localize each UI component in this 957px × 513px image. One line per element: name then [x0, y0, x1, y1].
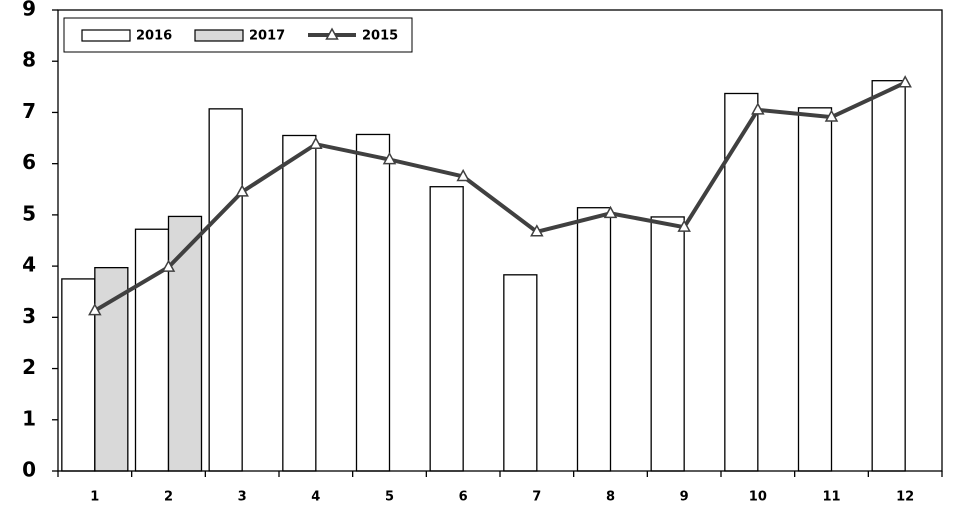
y-tick-label: 3 [22, 304, 36, 328]
y-tick-label: 4 [22, 253, 36, 277]
line-marker [161, 259, 176, 272]
bar [208, 108, 243, 472]
line-marker [382, 152, 397, 165]
x-tick-label: 11 [822, 490, 840, 505]
y-tick-label: 0 [22, 458, 36, 482]
y-tick-label: 9 [22, 0, 36, 21]
y-tick-label: 6 [22, 150, 36, 174]
y-tick-label: 5 [22, 201, 36, 225]
x-tick-label: 7 [532, 490, 541, 505]
x-tick-label: 1 [90, 490, 99, 505]
line-marker [603, 205, 618, 219]
y-tick-label: 7 [22, 99, 36, 123]
bar [429, 186, 464, 472]
x-tick-label: 12 [896, 490, 914, 505]
legend-marker [325, 27, 339, 40]
bar [282, 134, 317, 472]
bar [167, 215, 203, 472]
legend-swatch [194, 29, 244, 42]
x-tick-label: 5 [385, 490, 394, 505]
bar [576, 207, 612, 472]
x-tick-label: 6 [459, 490, 468, 505]
line-marker [824, 109, 839, 122]
line-series [93, 80, 907, 313]
x-tick-label: 4 [311, 490, 320, 505]
line-marker [530, 224, 544, 237]
line-marker [751, 102, 765, 115]
legend-label: 2017 [249, 29, 285, 44]
bar [355, 133, 391, 472]
legend-swatch [81, 29, 131, 42]
x-tick-label: 8 [606, 490, 615, 505]
bar [503, 274, 538, 472]
bar [650, 216, 685, 472]
line-marker [309, 136, 323, 149]
line-marker [677, 219, 691, 232]
y-tick-label: 1 [22, 406, 36, 430]
line-marker [898, 75, 912, 88]
y-tick-label: 2 [22, 355, 36, 379]
bar [797, 107, 833, 472]
x-tick-label: 3 [238, 490, 247, 505]
line-marker [235, 184, 249, 197]
x-tick-label: 2 [164, 490, 173, 505]
bar [134, 228, 170, 472]
legend-label: 2016 [136, 29, 172, 44]
y-tick-label: 8 [22, 48, 36, 72]
bar [724, 92, 759, 472]
x-tick-label: 10 [749, 490, 767, 505]
bar [61, 278, 96, 472]
line-marker [88, 303, 102, 316]
x-tick-label: 9 [680, 490, 689, 505]
bar [871, 80, 906, 472]
bar [94, 266, 129, 472]
legend-label: 2015 [362, 29, 398, 44]
line-marker [456, 168, 470, 182]
